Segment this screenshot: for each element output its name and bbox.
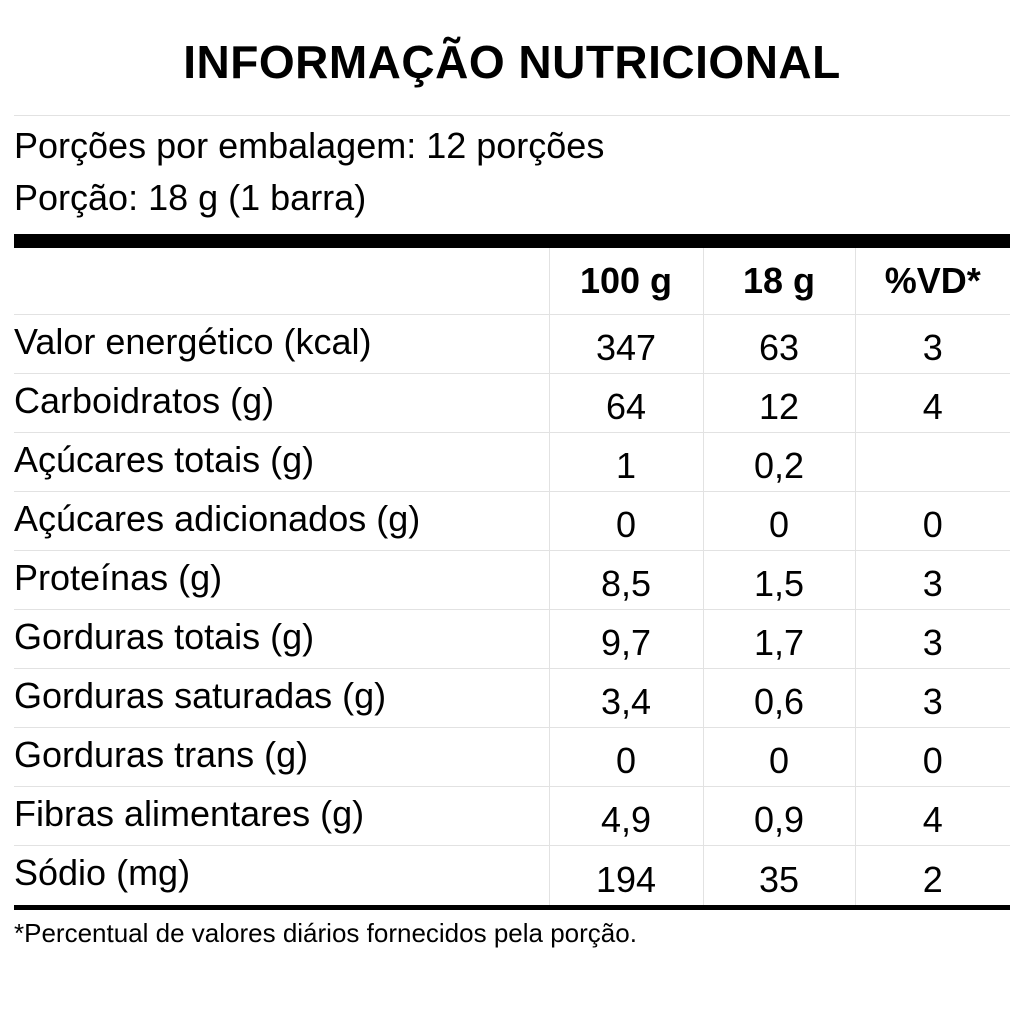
nutrient-name: Açúcares totais (g) (14, 432, 549, 492)
nutrient-name: Fibras alimentares (g) (14, 786, 549, 846)
nutrient-name: Açúcares adicionados (g) (14, 491, 549, 551)
value-per-100g: 0 (548, 491, 703, 551)
nutrient-name: Carboidratos (g) (14, 373, 549, 433)
nutrition-facts-panel: INFORMAÇÃO NUTRICIONAL Porções por embal… (14, 0, 1010, 949)
value-daily: 0 (854, 491, 1010, 551)
value-per-portion: 1,5 (702, 550, 855, 610)
header-daily-value: %VD* (854, 248, 1010, 315)
header-empty (14, 248, 549, 315)
nutrient-name: Gorduras saturadas (g) (14, 668, 549, 728)
value-per-100g: 1 (548, 432, 703, 492)
value-per-100g: 9,7 (548, 609, 703, 669)
serving-size: Porção: 18 g (1 barra) (14, 177, 367, 218)
header-per-100g: 100 g (548, 248, 703, 315)
header-per-portion: 18 g (702, 248, 855, 315)
bottom-divider (14, 904, 1010, 910)
nutrient-name: Sódio (mg) (14, 852, 191, 893)
value-per-100g: 347 (548, 314, 703, 374)
value-per-portion: 0,2 (702, 432, 855, 492)
value-daily: 3 (854, 550, 1010, 610)
table-row: Carboidratos (g) 64 12 4 (14, 373, 1010, 433)
value-daily: 2 (854, 845, 1010, 905)
servings-per-package: Porções por embalagem: 12 porções (14, 125, 605, 166)
value-daily: 0 (854, 727, 1010, 787)
value-per-portion: 0 (702, 491, 855, 551)
value-per-100g: 64 (548, 373, 703, 433)
value-per-100g: 4,9 (548, 786, 703, 846)
value-per-portion: 63 (702, 314, 855, 374)
value-per-portion: 35 (702, 845, 855, 905)
table-row: Açúcares adicionados (g) 0 0 0 (14, 491, 1010, 551)
nutrition-table: 100 g 18 g %VD* Valor energético (kcal) … (14, 248, 1010, 905)
value-per-portion: 1,7 (702, 609, 855, 669)
nutrient-name: Proteínas (g) (14, 550, 549, 610)
table-row: Gorduras saturadas (g) 3,4 0,6 3 (14, 668, 1010, 728)
table-row: Fibras alimentares (g) 4,9 0,9 4 (14, 786, 1010, 846)
table-header-row: 100 g 18 g %VD* (14, 248, 1010, 315)
nutrient-name: Valor energético (kcal) (14, 314, 549, 374)
serving-info: Porções por embalagem: 12 porções Porção… (14, 116, 1010, 224)
value-per-portion: 0 (702, 727, 855, 787)
value-daily: 3 (854, 668, 1010, 728)
thick-divider (14, 234, 1010, 248)
value-daily: 4 (854, 373, 1010, 433)
value-daily: 4 (854, 786, 1010, 846)
footnote: *Percentual de valores diários fornecido… (14, 917, 637, 948)
nutrient-name: Gorduras trans (g) (14, 727, 549, 787)
value-per-100g: 8,5 (548, 550, 703, 610)
value-per-100g: 0 (548, 727, 703, 787)
nutrient-name: Gorduras totais (g) (14, 609, 549, 669)
table-row: Proteínas (g) 8,5 1,5 3 (14, 550, 1010, 610)
value-per-100g: 3,4 (548, 668, 703, 728)
value-per-portion: 0,6 (702, 668, 855, 728)
value-daily (854, 432, 1010, 492)
table-row: Valor energético (kcal) 347 63 3 (14, 314, 1010, 374)
table-row: Açúcares totais (g) 1 0,2 (14, 432, 1010, 492)
value-daily: 3 (854, 609, 1010, 669)
table-row: Gorduras totais (g) 9,7 1,7 3 (14, 609, 1010, 669)
value-per-portion: 0,9 (702, 786, 855, 846)
value-daily: 3 (854, 314, 1010, 374)
value-per-portion: 12 (702, 373, 855, 433)
table-row: Gorduras trans (g) 0 0 0 (14, 727, 1010, 787)
panel-title: INFORMAÇÃO NUTRICIONAL (14, 0, 1010, 116)
value-per-100g: 194 (548, 845, 703, 905)
table-row: Sódio (mg) 194 35 2 (14, 845, 1010, 905)
